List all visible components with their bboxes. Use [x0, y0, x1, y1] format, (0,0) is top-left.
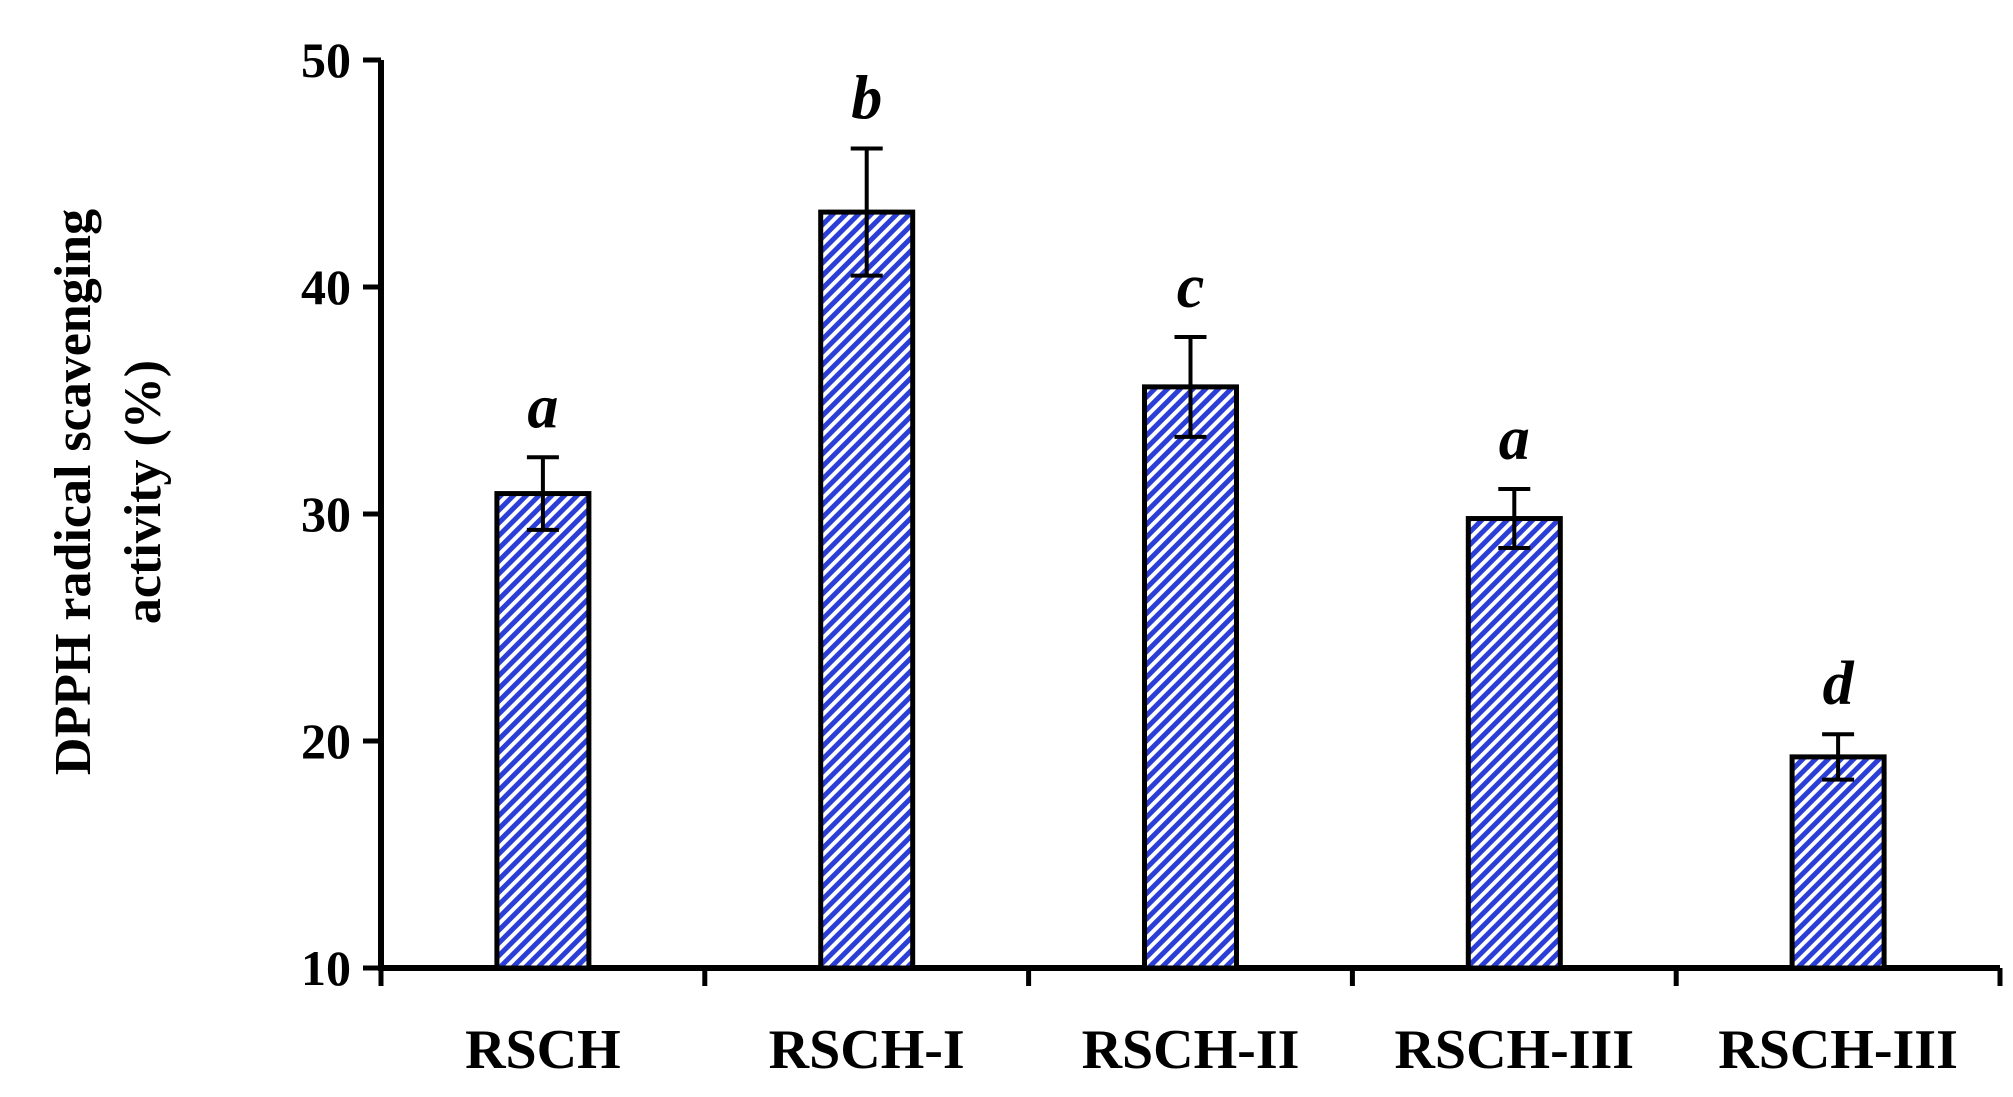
category-label-4: RSCH-III [1394, 1019, 1634, 1081]
y-tick-label: 50 [301, 32, 351, 88]
category-label-5: RSCH-III [1718, 1019, 1958, 1081]
y-axis-title: DPPH radical scavenging activity (%) [45, 209, 172, 775]
y-tick-label: 20 [301, 713, 351, 769]
axes: 10 20 30 40 50 [301, 32, 2003, 996]
significance-letter-1: a [527, 373, 558, 441]
category-label-1: RSCH [465, 1019, 621, 1081]
significance-letter-4: a [1499, 405, 1530, 473]
labels: a RSCH b RSCH-I c RSCH-II a RSCH-III d RSCH-III [465, 65, 1958, 1081]
bar-4 [1465, 516, 1563, 971]
significance-letter-5: d [1823, 650, 1855, 718]
y-tick-label: 40 [301, 259, 351, 315]
bar-5 [1789, 754, 1887, 971]
significance-letter-2: b [851, 65, 882, 133]
y-axis-title-line-2: activity (%) [115, 360, 172, 624]
bar-2 [818, 209, 916, 971]
y-axis-title-line-1: DPPH radical scavenging [45, 209, 102, 775]
category-label-2: RSCH-I [769, 1019, 965, 1081]
bar-3 [1142, 384, 1239, 971]
bars [494, 146, 1887, 971]
bar-1 [494, 491, 592, 971]
significance-letter-3: c [1177, 253, 1205, 321]
y-tick-label: 10 [301, 940, 351, 996]
category-label-3: RSCH-II [1082, 1019, 1300, 1081]
y-tick-label: 30 [301, 486, 351, 542]
